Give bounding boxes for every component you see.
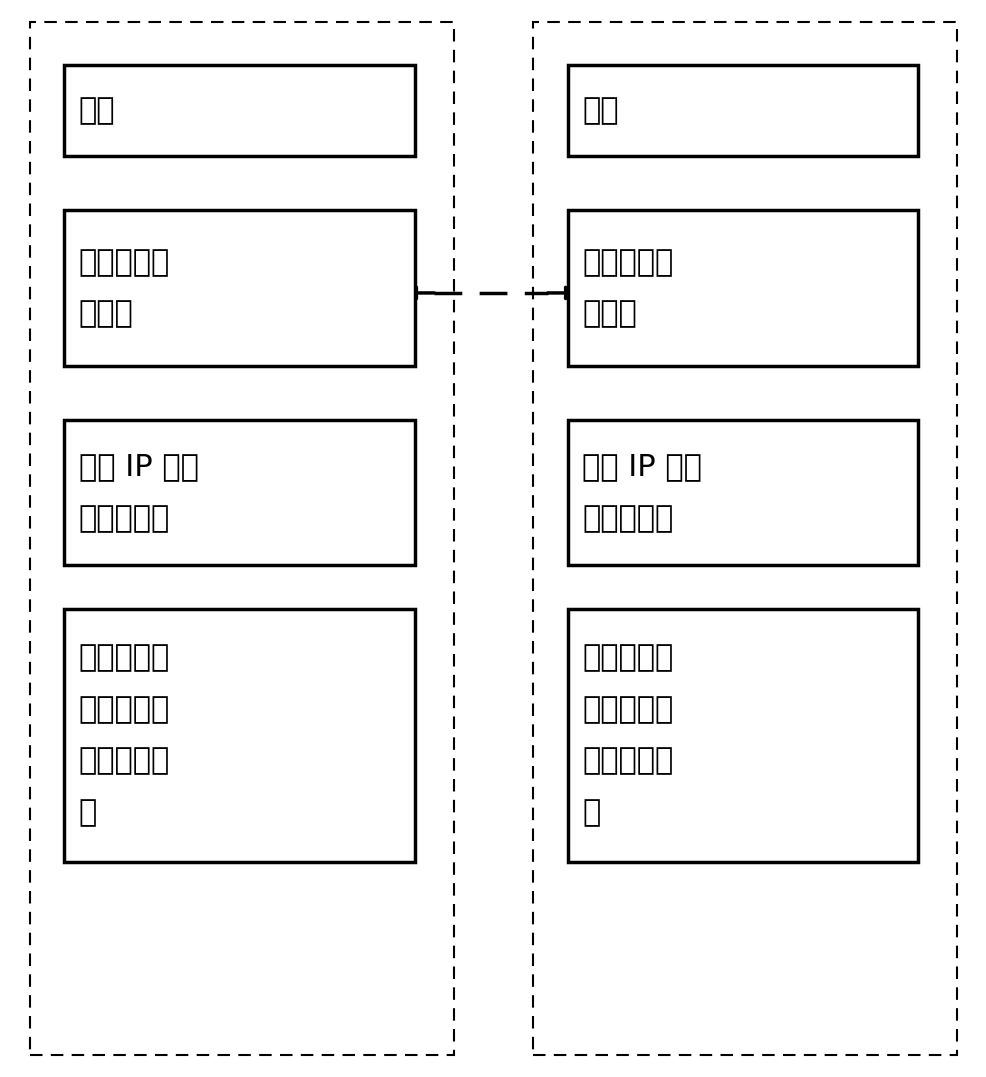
Text: 理地址: 理地址 <box>79 299 133 328</box>
Text: 公共物理地: 公共物理地 <box>79 746 170 775</box>
Bar <box>567 420 917 565</box>
Bar <box>567 65 917 156</box>
Text: 协商公共物: 协商公共物 <box>582 248 672 277</box>
Bar <box>567 210 917 366</box>
Text: 选控制开关: 选控制开关 <box>582 504 672 533</box>
Text: 启动: 启动 <box>79 96 115 125</box>
Text: 打开 IP 包筛: 打开 IP 包筛 <box>79 452 198 481</box>
Text: 址: 址 <box>582 798 599 827</box>
Text: 协商公共物: 协商公共物 <box>79 248 170 277</box>
Text: 激活外部网: 激活外部网 <box>79 643 170 672</box>
Text: 卡并设置成: 卡并设置成 <box>582 695 672 724</box>
Bar <box>567 609 917 862</box>
Text: 打开 IP 包筛: 打开 IP 包筛 <box>582 452 701 481</box>
Text: 卡并设置成: 卡并设置成 <box>79 695 170 724</box>
Text: 激活外部网: 激活外部网 <box>582 643 672 672</box>
Bar <box>532 22 956 1055</box>
Bar <box>64 420 414 565</box>
Text: 址: 址 <box>79 798 97 827</box>
Text: 公共物理地: 公共物理地 <box>582 746 672 775</box>
Text: 启动: 启动 <box>582 96 618 125</box>
Bar <box>30 22 454 1055</box>
Text: 选控制开关: 选控制开关 <box>79 504 170 533</box>
Bar <box>64 210 414 366</box>
Text: 理地址: 理地址 <box>582 299 636 328</box>
Bar <box>64 609 414 862</box>
Bar <box>64 65 414 156</box>
